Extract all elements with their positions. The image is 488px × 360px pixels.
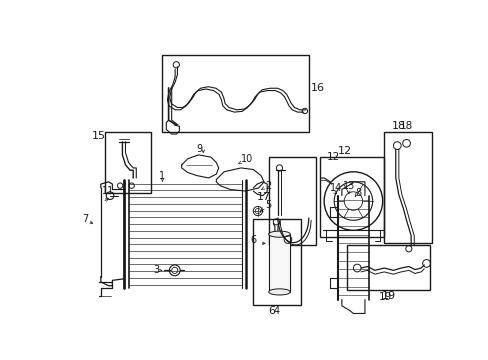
Text: 18: 18 xyxy=(391,121,405,131)
Text: 11: 11 xyxy=(102,186,114,196)
Text: 17: 17 xyxy=(256,192,270,202)
Bar xyxy=(268,157,316,245)
Text: 4: 4 xyxy=(273,306,279,316)
Text: 10: 10 xyxy=(241,154,253,164)
Text: 19: 19 xyxy=(381,291,395,301)
Bar xyxy=(384,132,431,243)
Text: 3: 3 xyxy=(153,265,159,275)
Text: 8: 8 xyxy=(355,188,361,198)
Bar xyxy=(104,132,151,193)
Text: 16: 16 xyxy=(310,83,325,93)
Text: 6: 6 xyxy=(268,306,275,316)
Text: 18: 18 xyxy=(399,121,412,131)
Bar xyxy=(268,234,290,292)
Bar xyxy=(320,157,384,237)
Text: 14: 14 xyxy=(329,183,342,193)
Text: 5: 5 xyxy=(264,200,270,210)
Text: 15: 15 xyxy=(91,131,105,141)
Text: 12: 12 xyxy=(326,152,340,162)
Bar xyxy=(253,219,301,305)
Text: 12: 12 xyxy=(337,146,351,156)
Bar xyxy=(162,55,308,132)
Bar xyxy=(346,245,429,289)
Ellipse shape xyxy=(268,231,290,237)
Ellipse shape xyxy=(268,289,290,295)
Text: 2: 2 xyxy=(264,181,270,191)
Text: 1: 1 xyxy=(159,171,165,181)
Text: 13: 13 xyxy=(343,181,355,191)
Text: 7: 7 xyxy=(82,214,88,224)
Text: 6: 6 xyxy=(250,235,256,244)
Text: 9: 9 xyxy=(196,144,202,154)
Text: 19: 19 xyxy=(378,292,391,302)
